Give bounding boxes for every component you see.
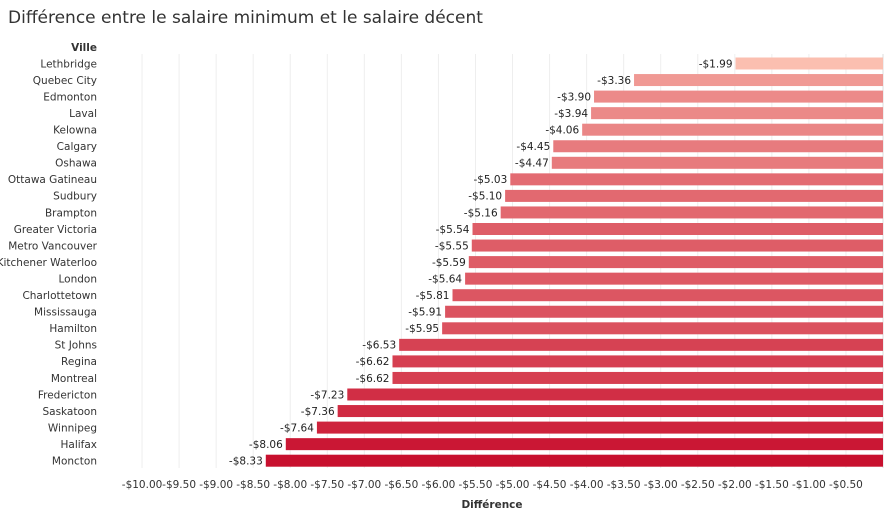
x-tick-label: -$1.00 — [792, 479, 826, 491]
bar[interactable] — [582, 123, 883, 136]
x-tick-label: -$9.00 — [199, 479, 233, 491]
category-label: Fredericton — [38, 389, 97, 401]
data-label: -$7.64 — [280, 422, 314, 434]
bar[interactable] — [285, 438, 884, 451]
category-label: Calgary — [57, 141, 97, 153]
bar[interactable] — [468, 256, 883, 269]
data-label: -$4.47 — [515, 158, 549, 170]
category-label: Oshawa — [55, 158, 97, 170]
data-label: -$5.55 — [435, 240, 469, 252]
category-label: Brampton — [45, 207, 97, 219]
x-tick-label: -$0.50 — [829, 479, 863, 491]
data-label: -$4.45 — [516, 141, 550, 153]
x-tick-label: -$7.50 — [310, 479, 344, 491]
category-label: Quebec City — [33, 75, 97, 87]
bar[interactable] — [594, 90, 883, 103]
category-label: Hamilton — [49, 323, 97, 335]
data-label: -$5.95 — [405, 323, 439, 335]
bar[interactable] — [347, 388, 883, 401]
category-label: Montreal — [51, 373, 97, 385]
x-tick-label: -$4.00 — [570, 479, 604, 491]
data-label: -$5.64 — [428, 273, 462, 285]
x-tick-label: -$5.00 — [496, 479, 530, 491]
bar[interactable] — [553, 140, 883, 153]
data-label: -$7.23 — [310, 389, 344, 401]
bar[interactable] — [337, 405, 883, 418]
data-label: -$6.62 — [356, 356, 390, 368]
bar[interactable] — [510, 173, 883, 186]
category-label: Moncton — [52, 456, 97, 468]
x-tick-label: -$4.50 — [533, 479, 567, 491]
category-label: Laval — [69, 108, 97, 120]
bar[interactable] — [735, 57, 883, 70]
category-label: Winnipeg — [48, 422, 97, 434]
category-label: Edmonton — [43, 91, 97, 103]
data-label: -$4.06 — [545, 125, 579, 137]
data-label: -$8.33 — [229, 456, 263, 468]
bar[interactable] — [392, 355, 883, 368]
x-tick-label: -$2.50 — [681, 479, 715, 491]
data-label: -$3.94 — [554, 108, 588, 120]
data-label: -$5.91 — [408, 307, 442, 319]
bar[interactable] — [505, 189, 883, 202]
x-tick-label: -$6.50 — [384, 479, 418, 491]
category-label: Lethbridge — [40, 58, 97, 70]
data-label: -$7.36 — [301, 406, 335, 418]
bar[interactable] — [465, 272, 883, 285]
data-label: -$6.62 — [356, 373, 390, 385]
bar[interactable] — [634, 74, 883, 87]
bar[interactable] — [591, 107, 883, 120]
category-label: Ottawa Gatineau — [8, 174, 97, 186]
x-tick-label: -$10.00 — [122, 479, 163, 491]
row-header: Ville — [71, 42, 97, 54]
category-label: Mississauga — [34, 307, 97, 319]
bar[interactable] — [471, 239, 883, 252]
category-label: London — [59, 273, 98, 285]
x-tick-label: -$5.50 — [459, 479, 493, 491]
bar[interactable] — [392, 371, 883, 384]
category-label: Kitchener Waterloo — [0, 257, 97, 269]
bar[interactable] — [442, 322, 883, 335]
x-tick-label: -$9.50 — [162, 479, 196, 491]
bar[interactable] — [452, 289, 883, 302]
data-label: -$5.16 — [464, 207, 498, 219]
bar[interactable] — [472, 223, 883, 235]
bar[interactable] — [551, 156, 883, 169]
category-label: Halifax — [60, 439, 97, 451]
x-tick-label: -$2.00 — [718, 479, 752, 491]
data-label: -$5.03 — [473, 174, 507, 186]
category-label: Regina — [61, 356, 97, 368]
category-label: Metro Vancouver — [8, 240, 97, 252]
data-label: -$8.06 — [249, 439, 283, 451]
bar[interactable] — [399, 338, 883, 351]
category-label: St Johns — [55, 340, 97, 352]
chart-title: Différence entre le salaire minimum et l… — [8, 8, 483, 28]
category-label: Kelowna — [53, 125, 97, 137]
x-tick-label: -$3.50 — [607, 479, 641, 491]
bar[interactable] — [445, 305, 883, 318]
x-axis-label: Différence — [461, 499, 522, 511]
category-label: Charlottetown — [22, 290, 97, 302]
data-label: -$1.99 — [699, 58, 733, 70]
category-label: Greater Victoria — [14, 224, 97, 236]
data-label: -$5.54 — [436, 224, 470, 236]
data-label: -$5.81 — [416, 290, 450, 302]
data-label: -$5.59 — [432, 257, 466, 269]
bar[interactable] — [265, 454, 884, 467]
data-label: -$3.90 — [557, 91, 591, 103]
bar[interactable] — [316, 421, 884, 434]
x-tick-label: -$7.00 — [347, 479, 381, 491]
data-label: -$3.36 — [597, 75, 631, 87]
x-tick-label: -$8.00 — [273, 479, 307, 491]
bar[interactable] — [500, 206, 883, 219]
data-label: -$6.53 — [362, 340, 396, 352]
category-label: Sudbury — [53, 191, 97, 203]
category-label: Saskatoon — [42, 406, 97, 418]
x-tick-label: -$1.50 — [755, 479, 789, 491]
x-tick-label: -$8.50 — [236, 479, 270, 491]
x-tick-label: -$6.00 — [421, 479, 455, 491]
x-tick-label: -$3.00 — [644, 479, 678, 491]
data-label: -$5.10 — [468, 191, 502, 203]
